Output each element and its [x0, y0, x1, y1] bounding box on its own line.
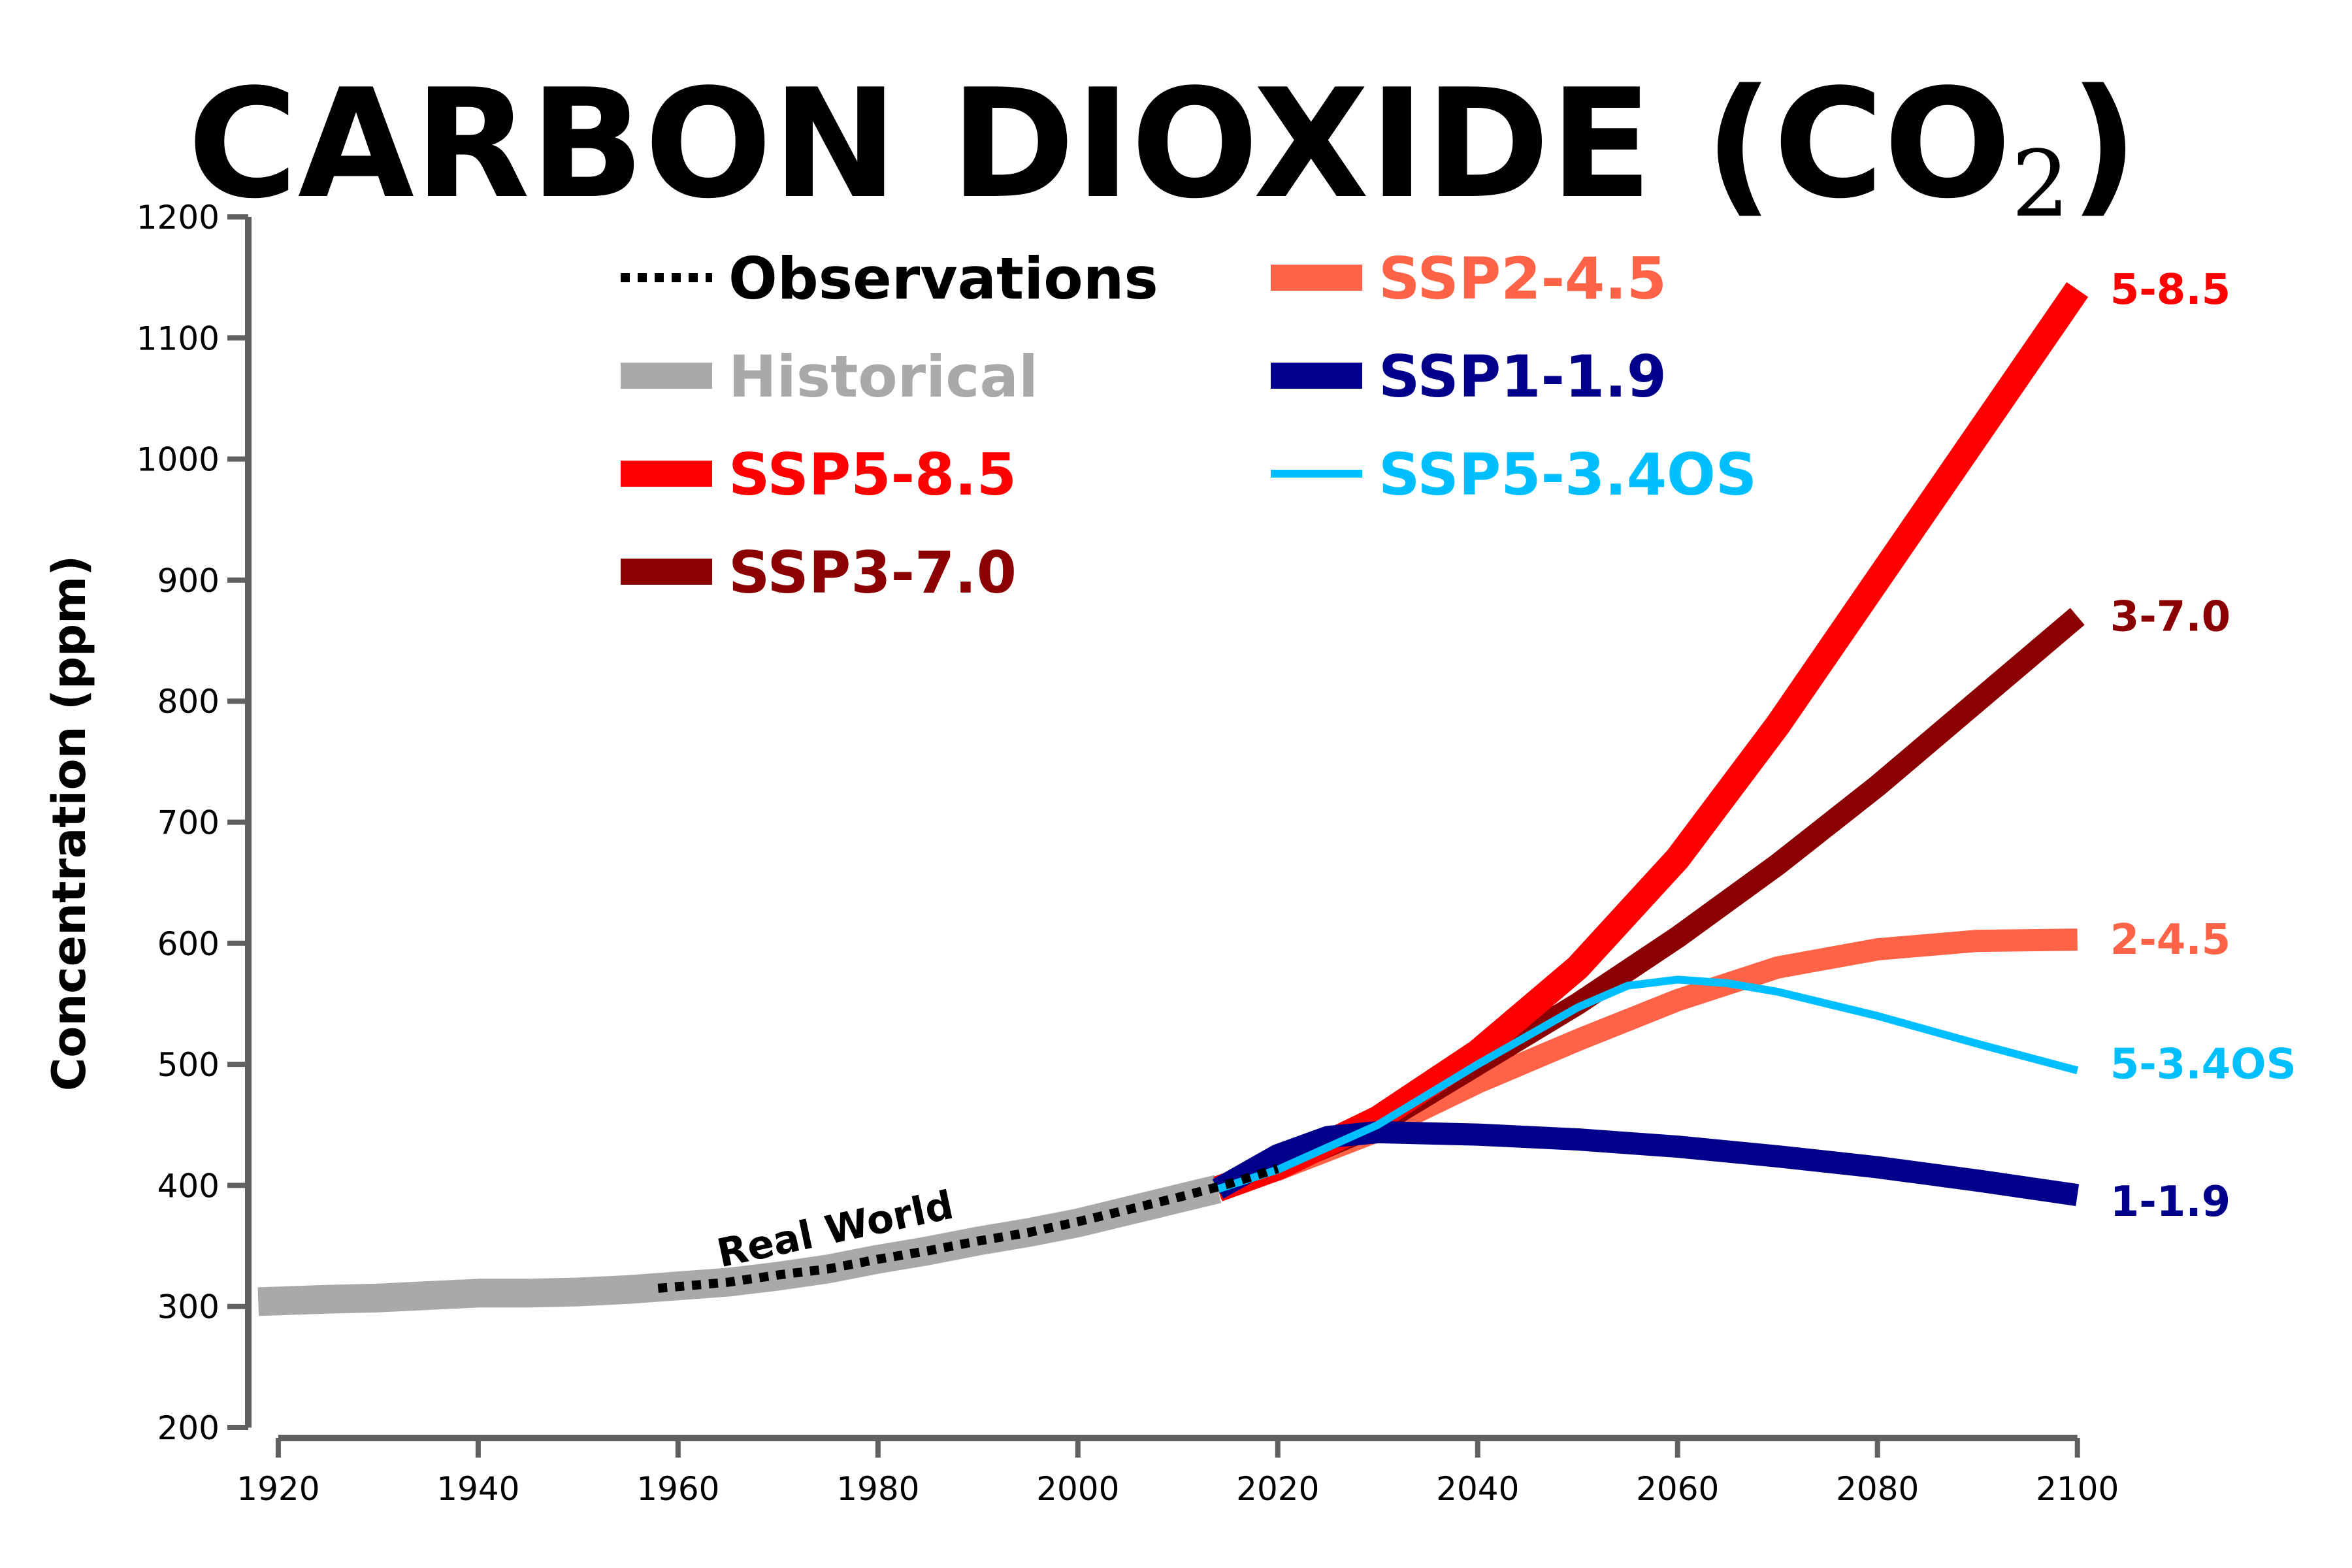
- legend-label-ssp5-8-5: SSP5-8.5: [728, 441, 1017, 508]
- series-line-ssp5-3-4os: [1217, 975, 2079, 1193]
- legend-label-historical: Historical: [728, 343, 1038, 410]
- legend-label-ssp5-3-4os: SSP5-3.4OS: [1379, 441, 1757, 508]
- legend-label-observations: Observations: [728, 245, 1158, 312]
- series-layer: [257, 282, 2089, 1316]
- legend: Observations Historical SSP5-8.5 SSP3-7.0 SS…: [621, 245, 1757, 606]
- x-tick-label: 1980: [836, 1470, 919, 1508]
- y-tick-label: 900: [157, 562, 220, 600]
- end-label-ssp5-8-5: 5-8.5: [2110, 266, 2230, 314]
- y-tick-label: 1200: [137, 199, 220, 237]
- end-label-ssp2-4-5: 2-4.5: [2110, 916, 2230, 964]
- axes: 200 300 400 500 600 700 800 900 1000 1100 1200 1920…: [137, 199, 2119, 1508]
- y-tick-label: 200: [157, 1409, 220, 1447]
- x-tick-label: 1940: [436, 1470, 519, 1508]
- end-label-ssp3-7-0: 3-7.0: [2110, 593, 2230, 641]
- legend-label-ssp1-1-9: SSP1-1.9: [1379, 343, 1667, 410]
- x-tick-label: 2020: [1236, 1470, 1319, 1508]
- legend-label-ssp2-4-5: SSP2-4.5: [1379, 245, 1667, 312]
- x-tick-label: 2000: [1036, 1470, 1119, 1508]
- x-tick-label: 2040: [1436, 1470, 1519, 1508]
- chart-title-subscript: 2: [2012, 131, 2070, 238]
- y-tick-label: 400: [157, 1167, 220, 1205]
- x-tick-label: 1920: [237, 1470, 319, 1508]
- chart-title: CARBON DIOXIDE (CO2): [188, 57, 2138, 238]
- chart-title-main: CARBON DIOXIDE (CO: [188, 57, 2012, 232]
- x-tick-label: 2060: [1636, 1470, 1719, 1508]
- y-tick-label: 1000: [137, 441, 220, 479]
- x-tick-label: 2100: [2036, 1470, 2119, 1508]
- x-tick-label: 1960: [636, 1470, 719, 1508]
- chart-title-close: ): [2070, 57, 2138, 232]
- x-tick-label: 2080: [1836, 1470, 1919, 1508]
- series-line-observations: [657, 1164, 1279, 1293]
- y-tick-label: 600: [157, 925, 220, 963]
- end-labels: 5-8.5 3-7.0 2-4.5 1-1.9 5-3.4OS: [2110, 266, 2296, 1226]
- series-line-ssp1-1-9: [1212, 1120, 2080, 1207]
- y-tick-label: 1100: [137, 319, 220, 357]
- y-tick-label: 700: [157, 804, 220, 842]
- legend-label-ssp3-7-0: SSP3-7.0: [728, 539, 1017, 606]
- end-label-ssp5-3-4os: 5-3.4OS: [2110, 1040, 2296, 1088]
- y-tick-label: 800: [157, 683, 220, 721]
- y-tick-label: 300: [157, 1288, 220, 1326]
- y-tick-label: 500: [157, 1046, 220, 1084]
- end-label-ssp1-1-9: 1-1.9: [2110, 1178, 2230, 1226]
- y-axis-label: Concentration (ppm): [42, 555, 96, 1091]
